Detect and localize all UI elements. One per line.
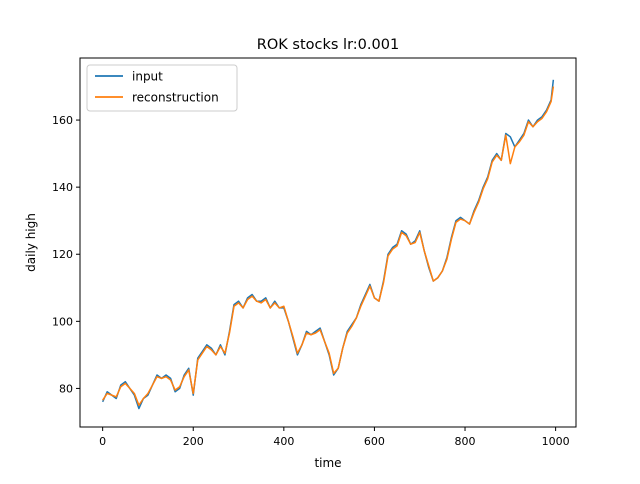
- y-tick-label: 160: [52, 114, 73, 127]
- x-tick-label: 200: [183, 435, 204, 448]
- x-axis: 0 200 400 600 800 1000: [99, 427, 570, 448]
- y-axis-label: daily high: [24, 213, 38, 272]
- plot-area-frame: [79, 57, 577, 428]
- legend-label-reconstruction: reconstruction: [132, 91, 219, 105]
- legend-box: [86, 64, 238, 112]
- y-tick-label: 80: [59, 382, 73, 395]
- x-tick-label: 0: [99, 435, 106, 448]
- series-layer: [101, 79, 555, 410]
- series-line-reconstruction: [102, 86, 555, 406]
- x-tick-label: 600: [364, 435, 385, 448]
- x-tick-label: 800: [455, 435, 476, 448]
- x-tick-label: 400: [273, 435, 294, 448]
- chart-title: ROK stocks lr:0.001: [257, 37, 399, 53]
- x-tick-label: 1000: [542, 435, 570, 448]
- y-tick-label: 100: [52, 315, 73, 328]
- y-axis: 80 100 120 140 160: [52, 114, 80, 395]
- legend: input reconstruction: [86, 64, 238, 112]
- y-tick-label: 120: [52, 248, 73, 261]
- legend-label-input: input: [132, 70, 163, 84]
- y-tick-label: 140: [52, 181, 73, 194]
- x-axis-label: time: [314, 456, 341, 470]
